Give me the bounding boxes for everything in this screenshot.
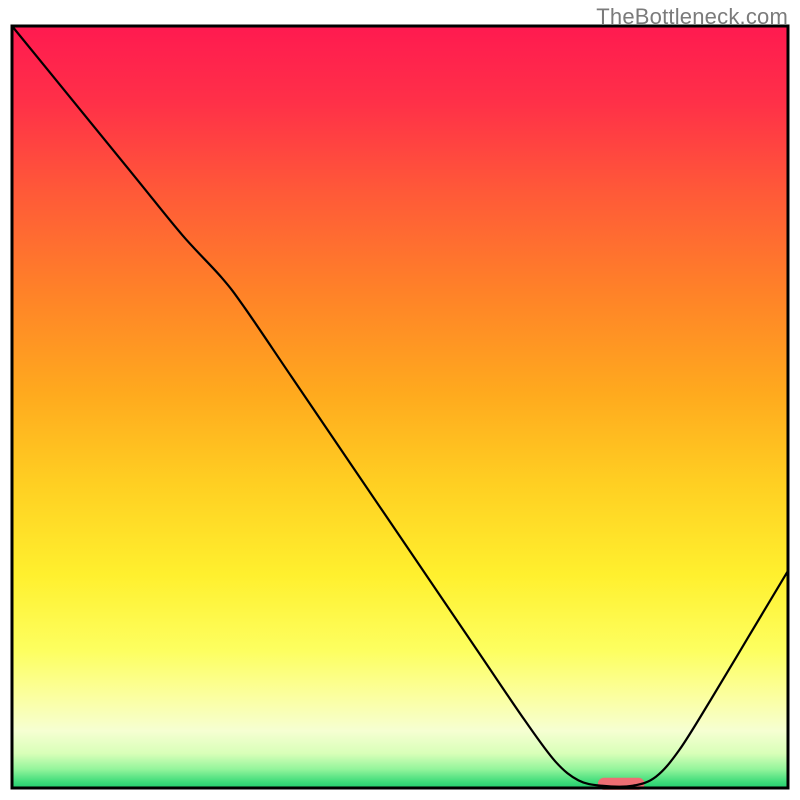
watermark-text: TheBottleneck.com [596, 4, 788, 30]
plot-background [12, 26, 788, 788]
bottleneck-chart: TheBottleneck.com [0, 0, 800, 800]
chart-canvas [0, 0, 800, 800]
